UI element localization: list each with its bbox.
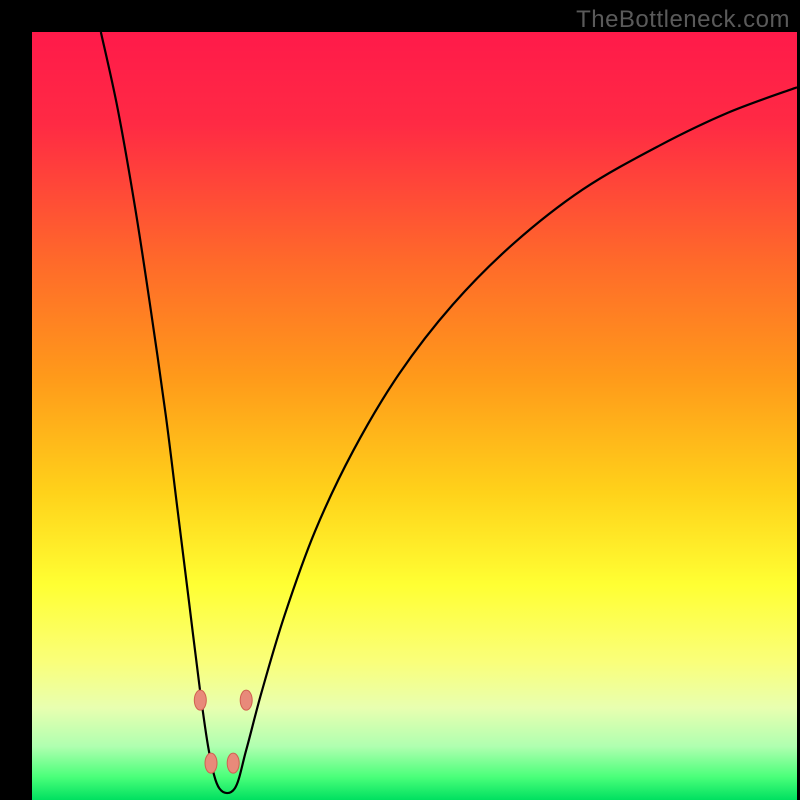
curve-marker [194,690,206,710]
curve-marker [205,753,217,773]
chart-container: TheBottleneck.com [0,0,800,800]
curve-marker [240,690,252,710]
watermark-text: TheBottleneck.com [576,6,790,34]
gradient-background [32,32,797,800]
curve-marker [227,753,239,773]
chart-svg [32,32,797,800]
chart-area [32,32,797,800]
